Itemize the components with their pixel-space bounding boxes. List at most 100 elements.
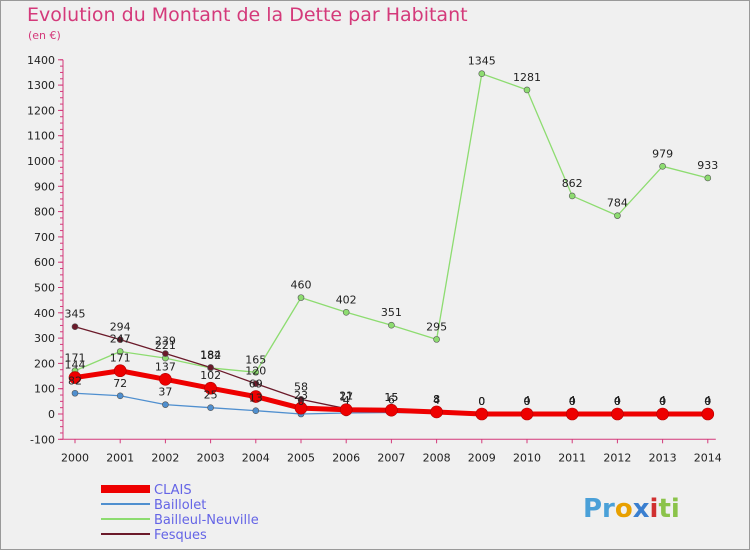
y-tick-label: 900 <box>34 180 55 193</box>
chart-subtitle: (en €) <box>28 29 61 42</box>
y-tick-label: 300 <box>34 332 55 345</box>
data-point-clais <box>520 407 534 421</box>
legend-label-clais: CLAIS <box>154 483 192 498</box>
data-point-fesques <box>71 323 79 331</box>
data-label-baillolet: 4 <box>343 394 350 407</box>
data-label-baillolet: 13 <box>249 392 263 405</box>
data-label-clais: 0 <box>659 395 666 408</box>
logo-text: Proxiti <box>583 494 680 524</box>
data-point-clais <box>701 407 715 421</box>
data-label-clais: 0 <box>569 395 576 408</box>
y-tick-label: 800 <box>34 206 55 219</box>
data-point-clais <box>294 401 308 415</box>
data-label-bailleul-neuville: 171 <box>65 352 86 365</box>
data-point-fesques <box>116 336 124 343</box>
data-label-fesques: 120 <box>245 365 266 378</box>
data-point-clais <box>339 403 353 416</box>
data-label-baillolet: 4 <box>614 394 621 407</box>
data-label-bailleul-neuville: 182 <box>200 349 221 362</box>
data-point-baillolet <box>207 404 214 411</box>
data-label-clais: 0 <box>478 395 485 408</box>
data-label-baillolet: 4 <box>524 394 531 407</box>
data-label-clais: 69 <box>249 378 263 391</box>
data-point-bailleul-neuville <box>478 70 486 78</box>
data-label-fesques: 0 <box>659 395 666 408</box>
data-label-baillolet: 37 <box>158 386 172 399</box>
data-point-clais <box>204 381 217 395</box>
data-label-clais: 171 <box>110 352 131 365</box>
data-point-bailleul-neuville <box>388 321 395 329</box>
proxiti-logo: Proxiti <box>583 494 680 524</box>
data-label-clais: 0 <box>614 395 621 408</box>
data-label-baillolet: 0 <box>298 395 305 408</box>
data-label-clais: 0 <box>524 395 531 408</box>
data-label-fesques: 0 <box>614 395 621 408</box>
data-label-fesques: 0 <box>478 395 485 408</box>
data-label-baillolet: 82 <box>68 374 82 387</box>
data-point-bailleul-neuville <box>614 212 621 219</box>
chart-title: Evolution du Montant de la Dette par Hab… <box>27 4 468 26</box>
y-tick-label: 1300 <box>27 79 55 92</box>
data-label-bailleul-neuville: 351 <box>381 306 402 319</box>
data-label-baillolet: 4 <box>433 394 440 407</box>
data-point-fesques <box>252 380 260 387</box>
y-tick-label: 1400 <box>27 54 55 67</box>
data-label-fesques: 58 <box>294 380 308 393</box>
data-label-clais: 17 <box>339 391 353 404</box>
data-point-bailleul-neuville <box>704 174 712 182</box>
data-point-clais <box>656 407 669 421</box>
data-label-baillolet: 0 <box>478 395 485 408</box>
data-point-bailleul-neuville <box>116 348 124 355</box>
y-tick-label: 1100 <box>27 130 55 143</box>
data-point-baillolet <box>252 407 260 415</box>
legend-label-baillolet: Baillolet <box>154 498 206 513</box>
data-label-clais: 102 <box>200 369 221 382</box>
data-label-bailleul-neuville: 402 <box>336 293 357 306</box>
data-point-clais <box>249 390 263 403</box>
x-tick-label: 2002 <box>151 451 179 464</box>
data-label-bailleul-neuville: 784 <box>607 197 628 210</box>
data-point-clais <box>385 403 398 417</box>
data-point-baillolet <box>116 392 124 400</box>
x-tick-label: 2010 <box>513 451 541 464</box>
data-label-clais: 137 <box>155 360 176 373</box>
data-label-clais: 23 <box>294 389 308 402</box>
data-label-fesques: 0 <box>569 395 576 408</box>
x-tick-label: 2012 <box>603 451 631 464</box>
data-point-clais <box>430 405 443 419</box>
data-label-bailleul-neuville: 1281 <box>513 71 541 84</box>
data-label-baillolet: 4 <box>704 394 711 407</box>
series-layer <box>68 70 715 421</box>
data-point-clais <box>611 407 624 421</box>
data-label-fesques: 184 <box>200 348 221 361</box>
data-point-clais <box>68 371 82 384</box>
data-point-bailleul-neuville <box>523 86 531 94</box>
x-tick-label: 2004 <box>242 451 270 464</box>
x-tick-label: 2000 <box>61 451 89 464</box>
data-point-bailleul-neuville <box>252 368 260 376</box>
data-label-baillolet: 4 <box>569 394 576 407</box>
data-label-fesques: 21 <box>339 390 353 403</box>
data-label-bailleul-neuville: 979 <box>652 147 673 160</box>
data-label-bailleul-neuville: 165 <box>245 353 266 366</box>
y-tick-label: 500 <box>34 282 55 295</box>
data-point-clais <box>475 407 489 421</box>
data-point-fesques <box>162 350 169 357</box>
y-tick-label: 1200 <box>27 104 55 117</box>
x-tick-label: 2006 <box>332 451 360 464</box>
x-tick-label: 2008 <box>423 451 451 464</box>
data-label-bailleul-neuville: 247 <box>110 333 131 346</box>
data-label-baillolet: 72 <box>113 377 127 390</box>
x-tick-label: 2005 <box>287 451 315 464</box>
data-label-bailleul-neuville: 221 <box>155 339 176 352</box>
data-point-clais <box>113 364 127 378</box>
y-tick-label: 0 <box>48 408 55 421</box>
data-label-bailleul-neuville: 933 <box>697 159 718 172</box>
data-label-clais: 144 <box>65 359 86 372</box>
x-tick-label: 2013 <box>649 451 677 464</box>
data-point-bailleul-neuville <box>297 294 305 301</box>
